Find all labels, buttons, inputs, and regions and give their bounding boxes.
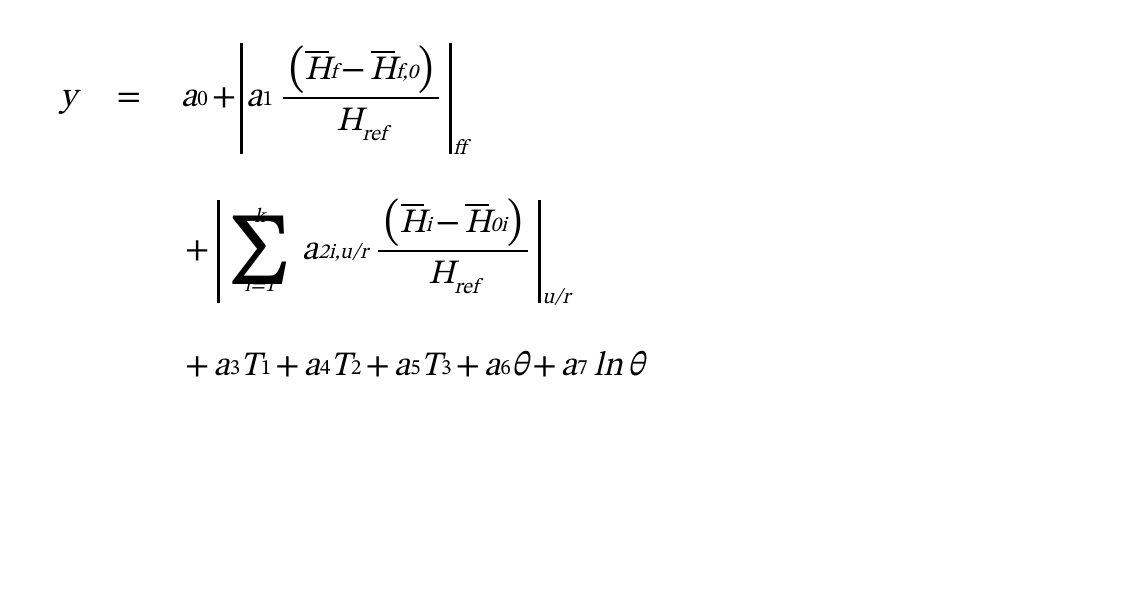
- plus-3: +: [185, 346, 209, 389]
- Hbar-f0-sub: f,0: [396, 61, 418, 87]
- T2-T: T: [330, 346, 351, 389]
- Href-ref-2: ref: [454, 278, 478, 299]
- coef-a4-sub: 4: [320, 357, 330, 383]
- coef-a6-sub: 6: [500, 357, 510, 383]
- plus-1: +: [212, 77, 236, 120]
- Hbar-f-H: H: [304, 54, 330, 88]
- ln-text: ln: [594, 346, 623, 389]
- bracket-term-ff: a1 ( Hf − Hf,0 ) Href: [240, 40, 466, 157]
- fraction-ff-num: ( Hf − Hf,0 ): [283, 48, 439, 97]
- coef-a1-a: a: [246, 77, 262, 120]
- Href-H-2: H: [428, 258, 454, 292]
- bracket-term-ur: k ∑ i=1 a2i,u/r ( Hi − H0i ): [217, 197, 570, 306]
- close-paren-icon: ): [418, 46, 433, 97]
- bracket-ff-content: a1 ( Hf − Hf,0 ) Href: [240, 40, 449, 157]
- minus-1: −: [341, 50, 365, 93]
- coef-a0-sub: 0: [197, 88, 207, 114]
- bracket-sub-ur: u/r: [542, 286, 570, 312]
- coef-a2-sub: 2i,u/r: [318, 241, 368, 267]
- equation-block: y = a0 + a1 ( Hf − Hf,0 ): [60, 40, 1088, 389]
- Hbar-0i-sub: 0i: [491, 214, 507, 240]
- theta-2: θ: [627, 346, 644, 389]
- plus-6: +: [456, 346, 480, 389]
- sum-lower-limit: i=1: [244, 276, 275, 296]
- coef-a5-a: a: [394, 346, 410, 389]
- coef-a7-a: a: [561, 346, 577, 389]
- coef-a3-a: a: [213, 346, 229, 389]
- coef-a6-a: a: [484, 346, 500, 389]
- fraction-ur-den: Href: [422, 252, 484, 302]
- fraction-ur-num: ( Hi − H0i ): [378, 201, 528, 250]
- coef-a4-a: a: [304, 346, 320, 389]
- Hbar-f0-H: H: [370, 54, 396, 88]
- rhs-line-3: +a3T1 +a4T2 +a5T3 +a6θ +a7 ln θ: [181, 346, 1088, 389]
- theta-1: θ: [511, 346, 528, 389]
- close-paren-icon-2: ): [507, 199, 522, 250]
- coef-a0-a: a: [181, 77, 197, 120]
- T3-T: T: [421, 346, 442, 389]
- bracket-sub-ff: ff: [453, 137, 466, 163]
- T1-sub: 1: [261, 357, 271, 383]
- rhs-line-1: a0 + a1 ( Hf − Hf,0 ): [181, 40, 1088, 157]
- var-y: y: [60, 81, 76, 115]
- fraction-ur: ( Hi − H0i ) Href: [378, 201, 528, 302]
- equals-sign: =: [116, 77, 140, 120]
- sigma-icon: ∑: [229, 227, 289, 275]
- minus-2: −: [436, 203, 460, 246]
- T2-sub: 2: [351, 357, 361, 383]
- coef-a5-sub: 5: [410, 357, 420, 383]
- Href-ref-1: ref: [362, 125, 386, 146]
- coef-a7-sub: 7: [577, 357, 587, 383]
- fraction-ff: ( Hf − Hf,0 ) Href: [283, 48, 439, 149]
- open-paren-icon-2: (: [384, 199, 399, 250]
- open-paren-icon: (: [289, 46, 304, 97]
- plus-4: +: [275, 346, 299, 389]
- Hbar-0i-H: H: [464, 207, 490, 241]
- plus-2: +: [185, 230, 209, 273]
- Hbar-i-sub: i: [426, 214, 432, 240]
- fraction-ff-den: Href: [330, 99, 392, 149]
- bracket-ur-content: k ∑ i=1 a2i,u/r ( Hi − H0i ): [217, 197, 538, 306]
- coef-a2-a: a: [302, 230, 318, 273]
- coef-a3-sub: 3: [230, 357, 240, 383]
- rhs-line-2: + k ∑ i=1 a2i,u/r ( Hi: [181, 197, 1088, 306]
- Hbar-i-H: H: [399, 207, 425, 241]
- Hbar-f-sub: f: [331, 61, 337, 87]
- coef-a1-sub: 1: [263, 88, 273, 114]
- lhs-variable: y: [60, 77, 76, 120]
- plus-5: +: [365, 346, 389, 389]
- Href-H-1: H: [336, 105, 362, 139]
- T1-T: T: [240, 346, 261, 389]
- summation: k ∑ i=1: [229, 207, 289, 296]
- plus-7: +: [532, 346, 556, 389]
- T3-sub: 3: [441, 357, 451, 383]
